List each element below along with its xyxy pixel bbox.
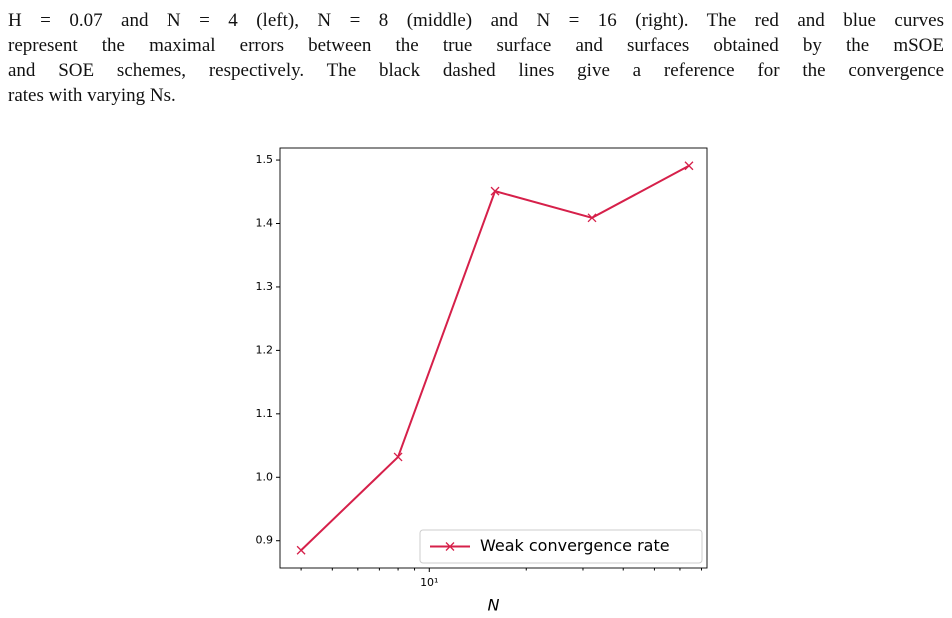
legend-box — [419, 529, 703, 564]
legend-label: Weak convergence rate — [480, 536, 670, 555]
plot-frame — [279, 147, 708, 569]
marker — [393, 452, 403, 462]
y-tick-label: 1.4 — [256, 216, 274, 229]
x-axis-label: N — [488, 596, 500, 615]
y-tick-label: 1.2 — [256, 343, 274, 356]
marker — [490, 186, 500, 196]
marker — [587, 213, 597, 223]
y-tick-label: 1.1 — [256, 407, 274, 420]
marker — [296, 545, 306, 555]
caption-line: H = 0.07 and N = 4 (left), N = 8 (middle… — [8, 10, 944, 31]
y-tick-label: 1.0 — [256, 470, 274, 483]
y-tick-label: 1.3 — [256, 280, 274, 293]
caption-line: represent the maximal errors between the… — [8, 35, 944, 56]
y-tick-label: 0.9 — [256, 534, 274, 547]
caption-line: rates with varying Ns. — [8, 85, 176, 106]
marker — [684, 161, 694, 171]
line — [300, 164, 690, 551]
y-tick-label: 1.5 — [256, 153, 274, 166]
x-tick-label: 10¹ — [420, 576, 438, 589]
marker — [445, 542, 455, 551]
caption-line: and SOE schemes, respectively. The black… — [8, 60, 944, 81]
